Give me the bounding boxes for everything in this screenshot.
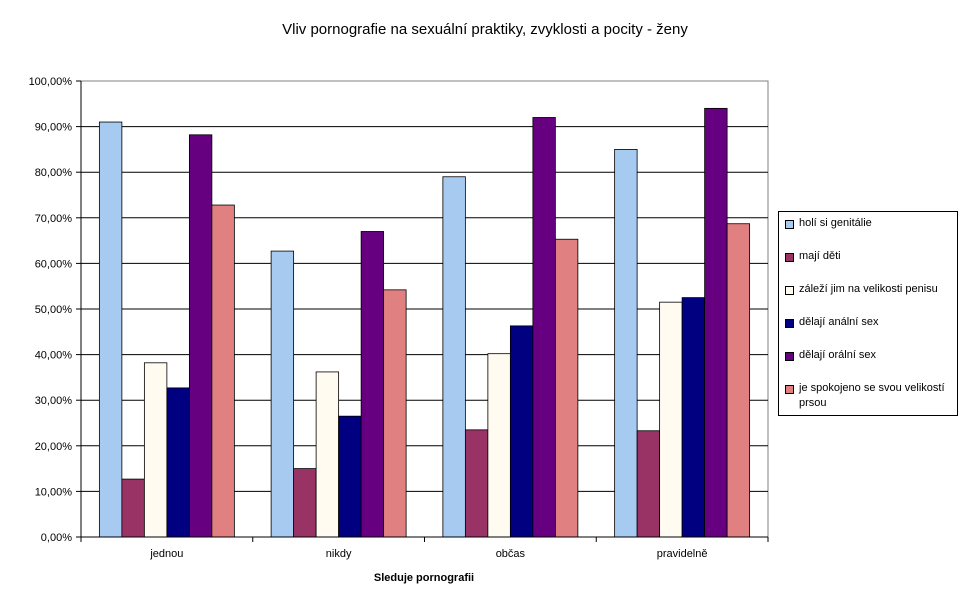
x-axis-title: Sleduje pornografii (374, 572, 474, 584)
legend-label: mají děti (799, 250, 841, 262)
bar (681, 297, 706, 538)
bar (98, 121, 123, 538)
bar (211, 204, 235, 538)
bar (726, 223, 751, 538)
y-tick-label: 20,00% (35, 441, 73, 453)
x-tick-label: občas (496, 548, 526, 560)
bar (464, 429, 489, 538)
chart-title: Vliv pornografie na sexuální praktiky, z… (282, 21, 688, 38)
legend-item: dělají orální sex (783, 348, 953, 363)
legend-label: dělají anální sex (799, 316, 879, 328)
axes (76, 80, 769, 542)
bar (383, 289, 407, 538)
legend-item: dělají anální sex (783, 315, 953, 330)
bar (442, 176, 466, 538)
bar (338, 415, 362, 538)
y-tick-label: 80,00% (35, 167, 73, 179)
y-tick-label: 40,00% (35, 350, 73, 362)
x-tick-labels: jednou nikdy občas pravidelně (149, 548, 707, 560)
bar (636, 430, 661, 538)
bar (143, 362, 168, 538)
bar (487, 353, 511, 538)
legend-item: záleží jim na velikosti penisu (783, 282, 953, 297)
bar (554, 238, 579, 538)
bars (98, 107, 751, 538)
y-tick-label: 70,00% (35, 213, 73, 225)
bar (166, 387, 190, 538)
legend-swatch (785, 253, 794, 262)
legend-swatch (785, 286, 794, 295)
y-tick-label: 10,00% (35, 486, 73, 498)
legend-label: záleží jim na velikosti penisu (799, 283, 938, 295)
bar (315, 371, 340, 538)
y-tick-labels: 0,00% 10,00% 20,00% 30,00% 40,00% 50,00% 60,00… (29, 76, 73, 544)
bar (509, 325, 534, 538)
bar (659, 301, 683, 538)
legend-item: mají děti (783, 249, 953, 264)
legend: holí si genitálie mají děti záleží jim na … (778, 211, 958, 416)
bar (188, 134, 213, 538)
legend-swatch (785, 319, 794, 328)
y-tick-label: 100,00% (29, 76, 73, 88)
bar (532, 117, 556, 538)
bar (704, 107, 728, 538)
legend-swatch (785, 352, 794, 361)
y-tick-label: 30,00% (35, 395, 73, 407)
x-tick-label: jednou (149, 548, 183, 560)
bar (360, 231, 385, 538)
bar (121, 478, 145, 538)
legend-item: holí si genitálie (783, 216, 953, 231)
legend-label: dělají orální sex (799, 349, 877, 361)
legend-swatch (785, 385, 794, 394)
legend-swatch (785, 220, 794, 229)
legend-label: je spokojeno se svou velikostí prsou (799, 382, 945, 409)
x-tick-label: pravidelně (657, 548, 708, 560)
y-tick-label: 60,00% (35, 258, 73, 270)
y-tick-label: 0,00% (41, 532, 72, 544)
bar (293, 468, 317, 538)
x-tick-label: nikdy (326, 548, 352, 560)
bar (614, 148, 638, 538)
bar (270, 250, 295, 538)
legend-label: holí si genitálie (799, 217, 872, 229)
legend-item: je spokojeno se svou velikostí prsou (783, 381, 953, 411)
y-tick-label: 50,00% (35, 304, 73, 316)
y-tick-label: 90,00% (35, 122, 73, 134)
